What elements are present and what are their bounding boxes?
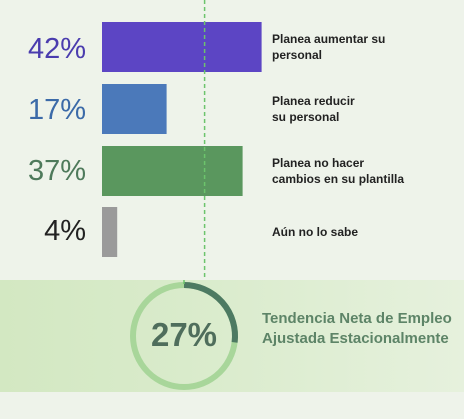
summary-value: 27%	[150, 316, 218, 353]
bar-sin-cambios	[102, 146, 243, 196]
bar-reducir	[102, 84, 167, 134]
category-label-aumentar: Planea aumentar su personal	[272, 32, 386, 62]
gauge-arc	[183, 282, 238, 343]
category-label-reducir: Planea reducir su personal	[272, 94, 355, 124]
summary-caption: Tendencia Neta de Empleo Ajustada Estaci…	[262, 310, 452, 347]
summary-gauge	[130, 280, 238, 390]
value-label-reducir: 17%	[27, 94, 86, 126]
value-label-aumentar: 42%	[27, 33, 86, 65]
bar-chart	[102, 0, 262, 280]
category-label-sin-cambios: Planea no hacer cambios en su plantilla	[272, 156, 405, 186]
bar-no-sabe	[102, 207, 118, 257]
value-label-sin-cambios: 37%	[27, 155, 86, 187]
category-label-no-sabe: Aún no lo sabe	[272, 225, 359, 239]
value-label-no-sabe: 4%	[44, 215, 86, 247]
bar-aumentar	[102, 22, 262, 72]
